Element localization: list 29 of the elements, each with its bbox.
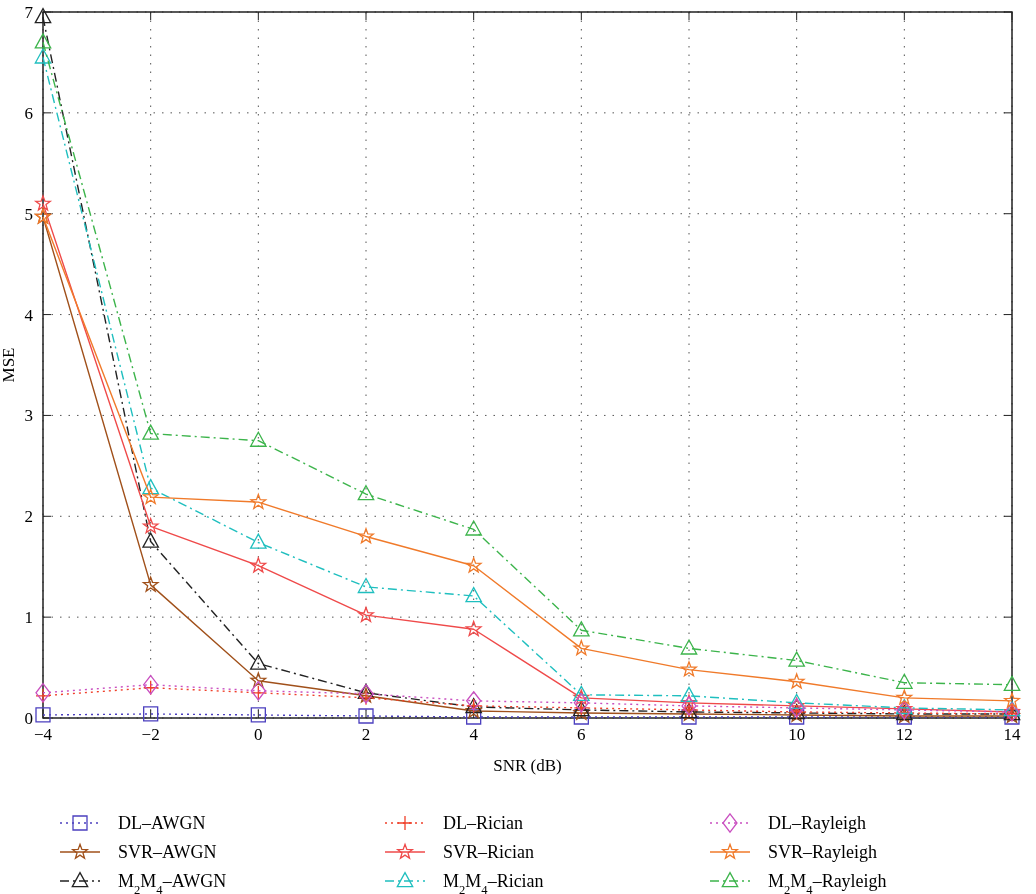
y-tick-label: 2 <box>24 507 33 527</box>
y-tick-label: 0 <box>24 709 33 728</box>
legend-label: M$_{2}$M$_{4}$–Rician <box>443 871 544 894</box>
legend-label: SVR–AWGN <box>118 842 217 862</box>
legend-label: DL–AWGN <box>118 813 206 833</box>
x-axis-title: SNR (dB) <box>493 756 562 775</box>
legend-label: SVR–Rayleigh <box>768 842 878 862</box>
legend-label: DL–Rician <box>443 813 523 833</box>
y-tick-label: 1 <box>24 608 33 628</box>
y-tick-label: 7 <box>24 3 34 22</box>
x-tick-label: 4 <box>469 725 479 744</box>
x-tick-label: −4 <box>33 725 53 744</box>
x-tick-label: 8 <box>684 725 694 744</box>
x-tick-label: 0 <box>254 725 263 744</box>
y-tick-label: 4 <box>24 305 34 325</box>
legend-label: M$_{2}$M$_{4}$–Rayleigh <box>768 871 887 894</box>
y-axis-title: MSE <box>0 347 18 383</box>
x-tick-label: 12 <box>895 725 913 744</box>
legend-label: SVR–Rician <box>443 842 535 862</box>
y-tick-label: 5 <box>24 204 33 224</box>
x-tick-label: 14 <box>1003 725 1021 744</box>
x-tick-label: 6 <box>577 725 586 744</box>
x-tick-label: −2 <box>141 725 160 744</box>
x-tick-label: 2 <box>361 725 371 744</box>
y-tick-label: 6 <box>24 103 33 123</box>
legend-label: M$_{2}$M$_{4}$–AWGN <box>118 871 227 894</box>
x-tick-label: 10 <box>788 725 806 744</box>
legend-label: DL–Rayleigh <box>768 813 866 833</box>
y-tick-label: 3 <box>24 406 33 426</box>
